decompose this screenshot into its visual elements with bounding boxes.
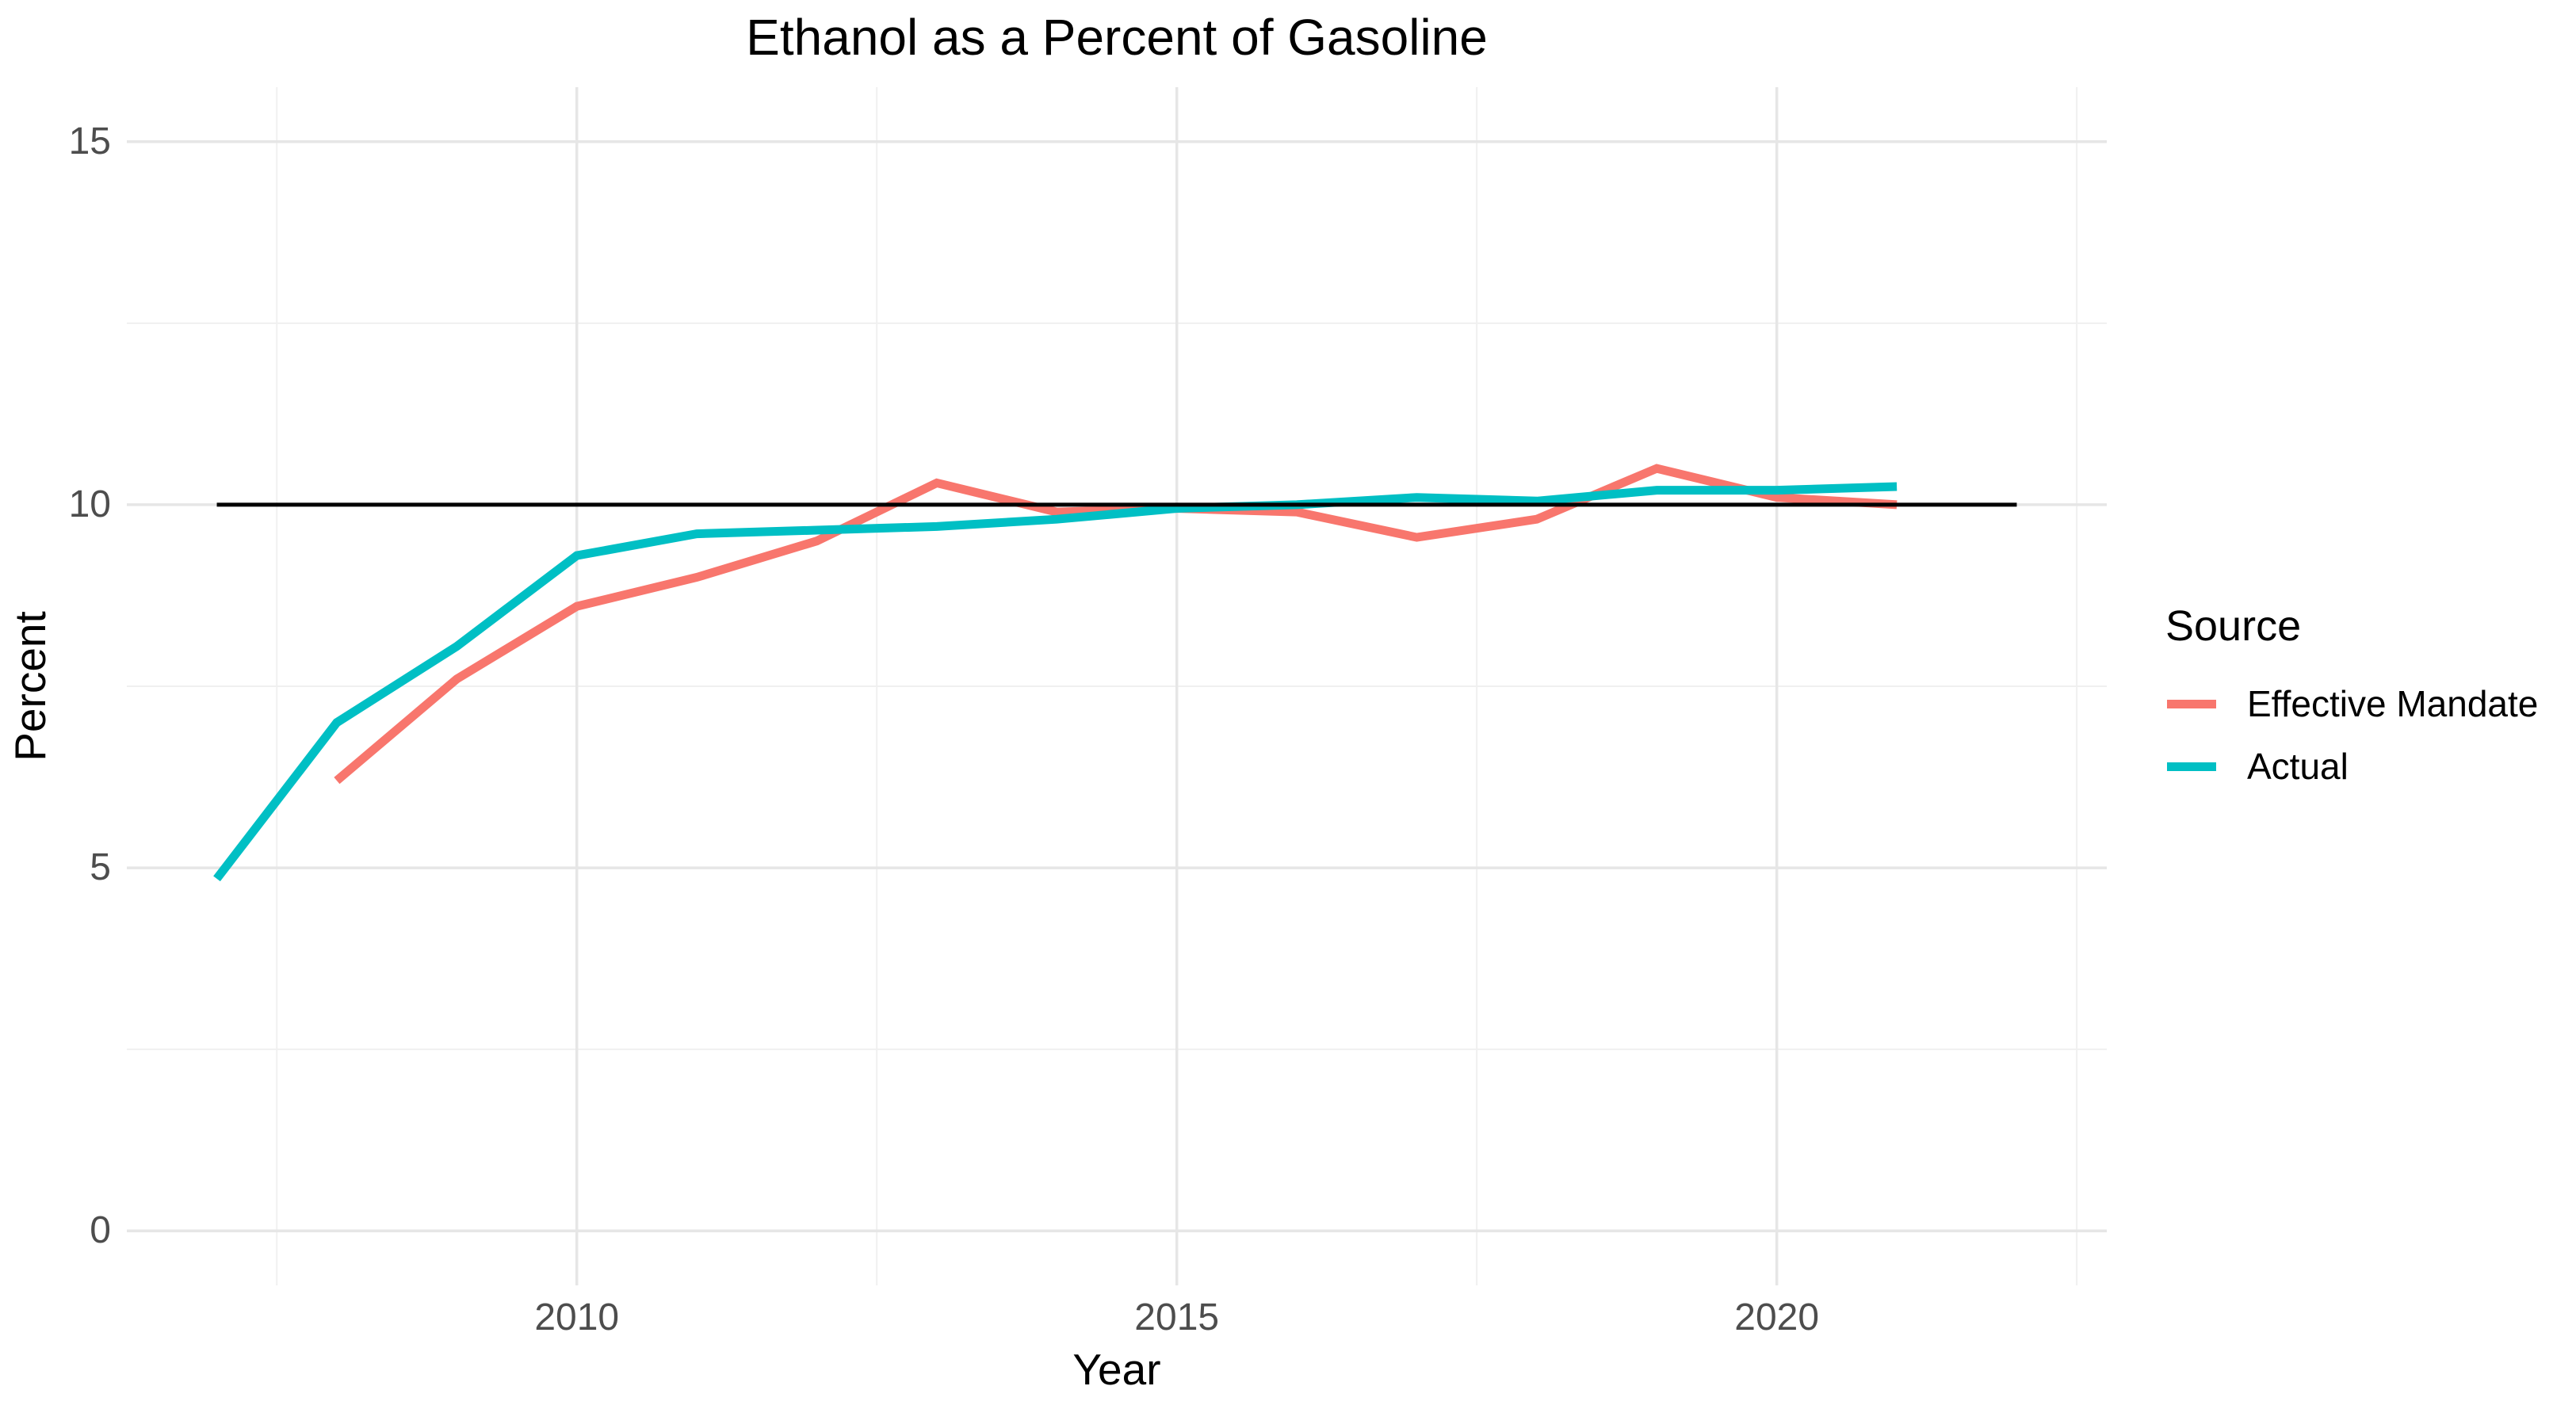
legend-item-effective-mandate: Effective Mandate	[2167, 682, 2538, 726]
legend: Source Effective Mandate Actual	[2165, 586, 2574, 816]
legend-swatch-icon	[2167, 762, 2216, 771]
legend-item-actual: Actual	[2167, 744, 2349, 789]
series-lines	[213, 464, 1898, 882]
legend-item-label: Effective Mandate	[2247, 683, 2539, 724]
y-tick-label: 0	[90, 1209, 111, 1252]
chart-title: Ethanol as a Percent of Gasoline	[746, 9, 1488, 66]
x-tick-label: 2015	[1134, 1296, 1220, 1338]
legend-swatch-icon	[2167, 699, 2216, 708]
x-axis-title: Year	[1072, 1345, 1161, 1394]
x-tick-label: 2010	[534, 1296, 620, 1338]
y-tick-label: 15	[68, 120, 111, 162]
legend-item-label: Actual	[2247, 746, 2349, 787]
legend-title: Source	[2165, 602, 2302, 650]
x-tick-label: 2020	[1734, 1296, 1820, 1338]
y-tick-label: 5	[90, 846, 111, 889]
series-line-actual	[213, 482, 1898, 882]
y-axis-title: Percent	[6, 611, 55, 762]
y-tick-label: 10	[68, 483, 111, 525]
minor-gridlines	[127, 87, 2107, 1285]
